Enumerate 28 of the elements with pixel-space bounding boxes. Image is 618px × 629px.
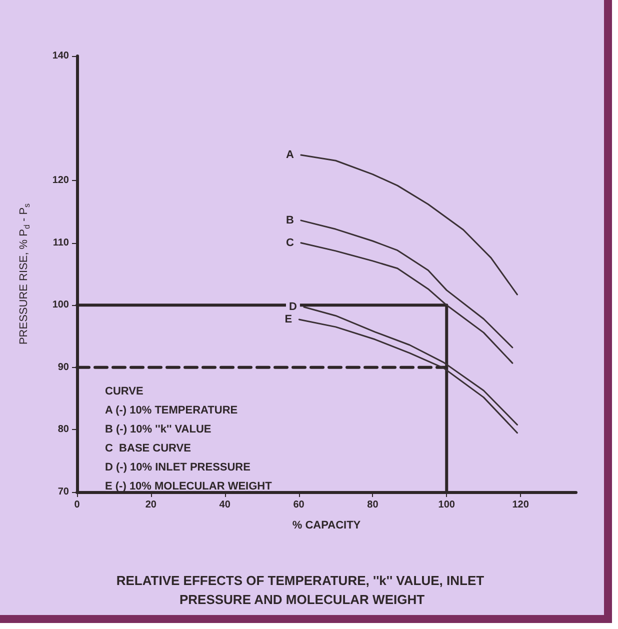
annotation: A (-) 10% TEMPERATURE [105,404,238,416]
y-tick-label: 80 [58,424,70,436]
series-label: D [289,301,297,314]
annotation: E (-) 10% MOLECULAR WEIGHT [105,480,272,492]
annotation: C BASE CURVE [105,442,191,454]
annotation: B (-) 10% ''k'' VALUE [105,424,212,436]
series-label: E [284,313,292,326]
y-tick-label: 70 [58,486,70,498]
series-label: B [286,214,294,226]
x-tick-label: 120 [512,500,530,510]
x-tick-label: 80 [367,500,379,510]
y-tick-label: 140 [52,50,70,62]
x-tick-label: 100 [438,500,456,510]
y-tick-label: 120 [52,175,70,186]
y-axis-title: PRESSURE RISE, % Pd - Ps [18,203,32,345]
series-label: A [286,149,294,162]
x-tick-label: 20 [145,500,157,510]
y-tick-label: 100 [52,300,70,311]
text: RELATIVE EFFECTS OF TEMPERATURE, ''k'' VALUE, INLET PRESSURE AND MOLECULAR WEIGHT [116,573,488,607]
x-tick-label: 40 [219,500,231,510]
y-tick-label: 90 [58,362,70,373]
x-tick-label: 60 [293,500,305,510]
series-label: C [286,236,294,249]
y-tick-label: 110 [52,237,70,248]
x-axis-title: % CAPACITY [292,520,362,532]
annotation: D (-) 10% INLET PRESSURE [105,462,250,474]
annotation: CURVE [105,386,144,398]
x-tick-label: 0 [74,500,80,510]
